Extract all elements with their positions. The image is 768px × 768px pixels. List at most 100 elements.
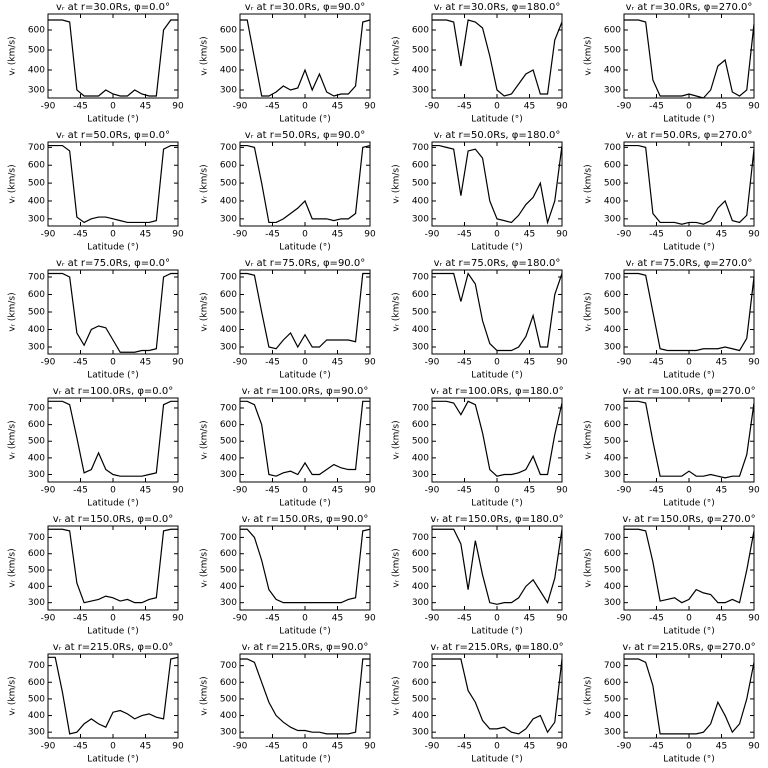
panel: vᵣ at r=100.0Rs, φ=180.0° -90 -45 0 45 90 300 4… xyxy=(392,386,568,509)
x-tick-label: 90 xyxy=(556,230,568,240)
panel: vᵣ at r=75.0Rs, φ=0.0° -90 -45 0 45 90 300 400 5… xyxy=(8,258,184,381)
x-tick-label: 45 xyxy=(716,486,727,496)
panel-title: vᵣ at r=30.0Rs, φ=270.0° xyxy=(626,2,753,13)
x-tick-label: 0 xyxy=(110,614,116,624)
y-tick-label: 300 xyxy=(604,470,621,480)
y-tick-label: 300 xyxy=(412,343,429,353)
y-tick-label: 300 xyxy=(28,728,45,738)
plot-frame xyxy=(239,269,371,355)
x-tick-label: 90 xyxy=(556,486,568,496)
x-axis-label: Latitude (°) xyxy=(471,755,522,765)
panel-title: vᵣ at r=75.0Rs, φ=90.0° xyxy=(245,258,365,269)
x-tick-label: 0 xyxy=(686,230,692,240)
y-tick-label: 400 xyxy=(604,711,621,721)
y-tick-label: 500 xyxy=(412,694,429,704)
x-tick-label: -90 xyxy=(233,486,248,496)
y-tick-label: 500 xyxy=(412,179,429,189)
x-tick-label: 0 xyxy=(686,358,692,368)
panel: vᵣ at r=75.0Rs, φ=180.0° -90 -45 0 45 90 300 40… xyxy=(392,258,568,381)
x-tick-label: 0 xyxy=(686,742,692,752)
y-axis-label: vᵣ (km/s) xyxy=(8,420,18,459)
x-tick-label: -90 xyxy=(233,742,248,752)
data-line xyxy=(624,272,755,352)
x-axis-label: Latitude (°) xyxy=(279,243,330,253)
panel: vᵣ at r=215.0Rs, φ=90.0° -90 -45 0 45 90 300 40… xyxy=(200,642,376,765)
panel-title: vᵣ at r=30.0Rs, φ=180.0° xyxy=(434,2,561,13)
panel: vᵣ at r=215.0Rs, φ=0.0° -90 -45 0 45 90 300 400… xyxy=(8,642,184,765)
plot-frame xyxy=(431,525,563,611)
panel-title: vᵣ at r=215.0Rs, φ=180.0° xyxy=(430,642,563,653)
x-tick-label: -90 xyxy=(617,230,632,240)
x-tick-label: 45 xyxy=(140,102,151,112)
y-tick-label: 300 xyxy=(28,470,45,480)
y-tick-label: 600 xyxy=(28,290,45,300)
y-tick-label: 500 xyxy=(412,566,429,576)
data-line xyxy=(48,19,178,97)
panel-title: vᵣ at r=50.0Rs, φ=180.0° xyxy=(434,130,561,141)
panel-title: vᵣ at r=100.0Rs, φ=0.0° xyxy=(53,386,173,397)
y-axis-label: vᵣ (km/s) xyxy=(392,36,402,75)
y-tick-label: 500 xyxy=(604,694,621,704)
panel: vᵣ at r=215.0Rs, φ=180.0° -90 -45 0 45 90 300 4… xyxy=(392,642,568,765)
x-axis-label: Latitude (°) xyxy=(87,115,138,125)
x-tick-label: -90 xyxy=(425,486,440,496)
x-tick-label: 0 xyxy=(494,102,500,112)
x-tick-label: -90 xyxy=(41,742,56,752)
data-line xyxy=(432,144,563,225)
x-tick-label: 45 xyxy=(140,614,151,624)
x-tick-label: -45 xyxy=(73,358,88,368)
data-line xyxy=(48,144,178,224)
x-axis-label: Latitude (°) xyxy=(279,115,330,125)
x-tick-label: -45 xyxy=(457,102,472,112)
x-tick-label: 90 xyxy=(748,742,760,752)
x-axis-label: Latitude (°) xyxy=(279,627,330,637)
x-tick-label: 45 xyxy=(332,614,343,624)
x-tick-label: 90 xyxy=(364,358,376,368)
y-tick-label: 500 xyxy=(604,437,621,447)
x-axis-label: Latitude (°) xyxy=(663,627,714,637)
y-tick-label: 700 xyxy=(604,533,621,543)
x-axis-label: Latitude (°) xyxy=(471,243,522,253)
y-axis-label: vᵣ (km/s) xyxy=(200,676,210,715)
y-axis-label: vᵣ (km/s) xyxy=(392,676,402,715)
data-line xyxy=(240,272,370,350)
y-axis-label: vᵣ (km/s) xyxy=(8,36,18,75)
y-tick-label: 500 xyxy=(412,437,429,447)
x-tick-label: -90 xyxy=(41,358,56,368)
y-tick-label: 300 xyxy=(220,728,237,738)
x-tick-label: 45 xyxy=(524,102,535,112)
y-tick-label: 500 xyxy=(28,46,45,56)
x-tick-label: -90 xyxy=(425,102,440,112)
panel: vᵣ at r=30.0Rs, φ=270.0° -90 -45 0 45 90 300 40… xyxy=(584,2,760,125)
y-tick-label: 700 xyxy=(220,273,237,283)
y-tick-label: 700 xyxy=(28,533,45,543)
y-tick-label: 700 xyxy=(412,403,429,413)
plot-frame xyxy=(47,653,179,739)
y-tick-label: 500 xyxy=(604,308,621,318)
y-tick-label: 300 xyxy=(604,343,621,353)
x-tick-label: 0 xyxy=(686,614,692,624)
x-axis-label: Latitude (°) xyxy=(87,627,138,637)
panel-title: vᵣ at r=215.0Rs, φ=270.0° xyxy=(622,642,755,653)
y-axis-label: vᵣ (km/s) xyxy=(8,164,18,203)
x-tick-label: 90 xyxy=(172,742,184,752)
y-axis-label: vᵣ (km/s) xyxy=(200,36,210,75)
data-line xyxy=(240,144,371,224)
y-tick-label: 400 xyxy=(220,66,237,76)
plot-frame xyxy=(623,397,755,483)
panel-title: vᵣ at r=50.0Rs, φ=0.0° xyxy=(56,130,170,141)
data-line xyxy=(432,272,563,352)
y-axis-label: vᵣ (km/s) xyxy=(392,292,402,331)
y-tick-label: 600 xyxy=(604,26,621,36)
x-axis-label: Latitude (°) xyxy=(471,115,522,125)
x-tick-label: -45 xyxy=(73,742,88,752)
x-axis-label: Latitude (°) xyxy=(87,371,138,381)
x-tick-label: 45 xyxy=(332,358,343,368)
panel: vᵣ at r=50.0Rs, φ=90.0° -90 -45 0 45 90 300 400… xyxy=(200,130,376,253)
y-tick-label: 700 xyxy=(220,661,237,671)
y-tick-label: 700 xyxy=(412,273,429,283)
x-axis-label: Latitude (°) xyxy=(663,243,714,253)
x-tick-label: 90 xyxy=(364,102,376,112)
x-tick-label: 90 xyxy=(556,102,568,112)
plot-frame xyxy=(623,653,755,739)
